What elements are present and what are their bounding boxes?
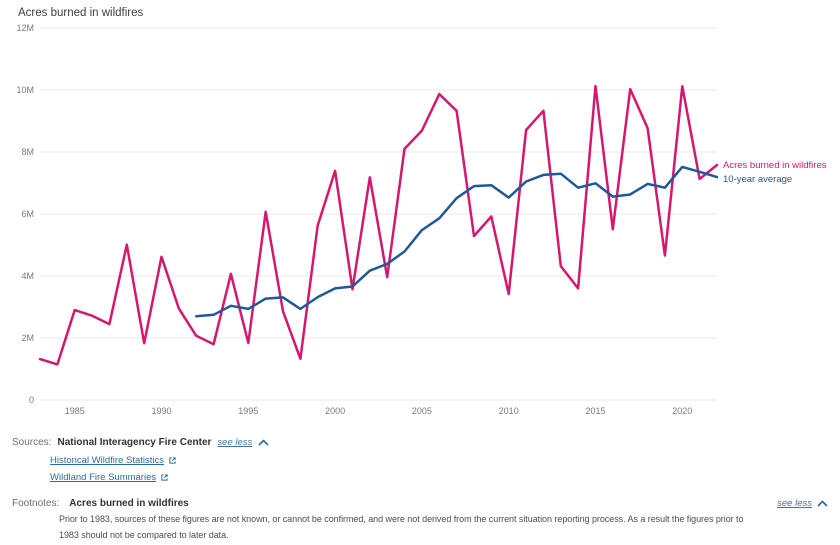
- chart-title: Acres burned in wildfires: [18, 7, 144, 19]
- y-tick-label: 4M: [21, 271, 34, 281]
- y-tick-label: 8M: [21, 147, 34, 157]
- y-tick-label: 2M: [21, 333, 34, 343]
- x-tick-label: 2015: [585, 406, 605, 416]
- x-tick-label: 1990: [151, 406, 171, 416]
- external-link-icon: [168, 456, 177, 465]
- y-tick-label: 0: [29, 395, 34, 405]
- x-tick-label: 2000: [325, 406, 345, 416]
- y-tick-label: 12M: [16, 23, 34, 33]
- footnote-title: Acres burned in wildfires: [69, 498, 189, 509]
- chevron-up-icon[interactable]: [817, 500, 828, 507]
- footnote-text: Prior to 1983, sources of these figures …: [59, 514, 744, 540]
- wildland-fire-summaries-link[interactable]: Wildland Fire Summaries: [50, 472, 157, 483]
- y-tick-label: 10M: [16, 85, 34, 95]
- footnotes-label: Footnotes:: [12, 498, 60, 509]
- wildfire-line-chart: 0 2M 4M 6M 8M 10M 12M 1985 1990 1995 2000 2005 2010 2…: [0, 18, 840, 436]
- x-tick-label: 2005: [412, 406, 432, 416]
- legend-acres-burned: Acres burned in wildfires: [723, 160, 827, 171]
- footnotes-see-less-link[interactable]: see less: [777, 498, 812, 509]
- chevron-up-icon[interactable]: [258, 439, 269, 446]
- x-tick-label: 1995: [238, 406, 258, 416]
- y-tick-label: 6M: [21, 209, 34, 219]
- source-name: National Interagency Fire Center: [57, 437, 212, 448]
- x-tick-label: 1985: [65, 406, 85, 416]
- ten-year-average-line: [194, 165, 719, 318]
- x-tick-label: 2010: [499, 406, 519, 416]
- historical-wildfire-statistics-link[interactable]: Historical Wildfire Statistics: [50, 455, 165, 466]
- x-tick-label: 2020: [672, 406, 692, 416]
- sources-see-less-link[interactable]: see less: [217, 437, 253, 448]
- acres-burned-line: [38, 84, 719, 366]
- external-link-icon: [160, 473, 169, 482]
- sources-label: Sources:: [12, 437, 52, 448]
- legend-ten-year-average: 10-year average: [723, 174, 792, 185]
